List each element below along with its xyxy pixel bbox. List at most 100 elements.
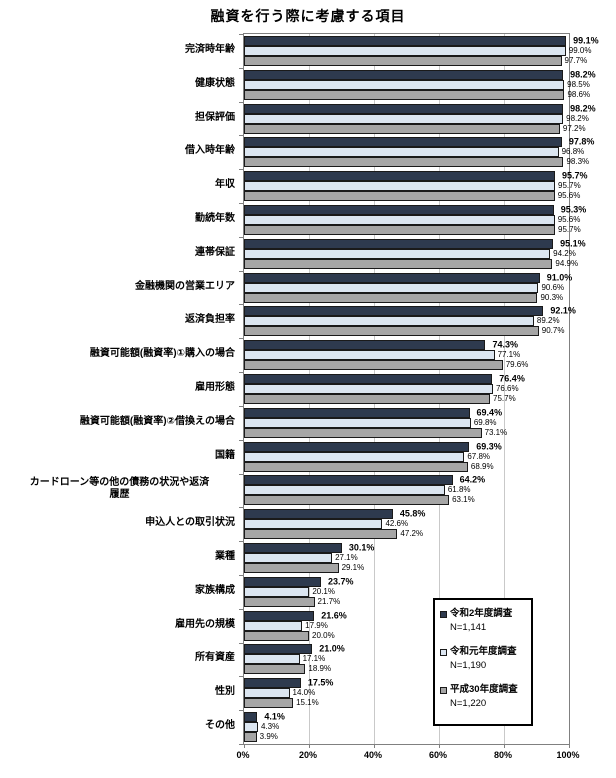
x-tick-label: 0%: [236, 750, 250, 760]
bar: [244, 620, 303, 631]
bar-value-label: 29.1%: [341, 563, 365, 573]
y-tick-mark: [239, 67, 243, 69]
bar: [244, 394, 491, 404]
bar-value-label: 63.1%: [452, 495, 475, 505]
bar-value-label: 97.7%: [564, 55, 588, 65]
bar-value-label: 98.2%: [566, 113, 589, 123]
bar: [244, 509, 393, 520]
y-tick-mark: [239, 203, 243, 205]
bar-value-label: 95.7%: [558, 181, 581, 191]
bar-value-label: 21.0%: [319, 643, 345, 654]
bar: [244, 191, 555, 202]
bar-value-label: 30.1%: [348, 542, 375, 553]
bar: [244, 79, 565, 90]
legend-item: 平成30年度調査 N=1,220: [440, 683, 527, 711]
x-tick-mark: [244, 744, 245, 748]
bar-value-label: 94.2%: [553, 248, 576, 258]
bar: [244, 586, 310, 597]
legend-label: 平成30年度調査: [450, 684, 518, 695]
bar: [244, 55, 562, 66]
chart-title: 融資を行う際に考慮する項目: [210, 8, 406, 24]
legend-entry-name-row: 令和2年度調査: [440, 607, 527, 621]
bar: [244, 350, 495, 361]
y-tick-mark: [239, 439, 243, 441]
category-label: 健康状態: [195, 77, 235, 89]
bar-value-label: 90.3%: [540, 292, 564, 302]
bar: [244, 417, 471, 428]
y-tick-mark: [239, 473, 243, 475]
bar-value-label: 61.8%: [447, 485, 471, 495]
bar-value-label: 95.6%: [557, 214, 581, 224]
bar-value-label: 14.0%: [292, 688, 316, 698]
category-label: 性別: [215, 686, 235, 698]
bar: [244, 630, 309, 641]
bar-value-label: 21.7%: [317, 596, 341, 606]
bar-value-label: 79.6%: [505, 360, 529, 370]
bar: [244, 113, 564, 124]
bar-value-label: 99.1%: [573, 35, 599, 46]
bar-value-label: 4.1%: [264, 711, 285, 722]
bar-value-label: 95.6%: [557, 191, 581, 201]
category-axis: 完済時年齢 健康状態 担保評価 借入時年齢 年収 勤続年数 連帯保証 金融機関の営業エリア 返済…: [0, 33, 237, 743]
bar: [244, 238, 554, 249]
bar-value-label: 98.6%: [567, 89, 591, 99]
legend-item: 令和2年度調査 N=1,141: [440, 607, 527, 635]
bar-value-label: 97.2%: [562, 123, 586, 133]
bar: [244, 461, 468, 472]
bar-value-label: 95.7%: [558, 224, 581, 234]
bar: [244, 272, 540, 283]
x-tick-mark: [309, 744, 310, 748]
legend-item: 令和元年度調査 N=1,190: [440, 645, 527, 673]
x-tick-mark: [504, 744, 505, 748]
bar-value-label: 21.6%: [321, 610, 347, 621]
y-tick-mark: [239, 608, 243, 610]
bar-value-label: 23.7%: [328, 576, 354, 587]
x-tick-label: 100%: [556, 750, 580, 760]
bar-value-label: 69.3%: [476, 441, 502, 452]
bar: [244, 316, 534, 327]
x-tick-label: 20%: [298, 750, 318, 760]
bar: [244, 258, 553, 269]
bar-value-label: 95.1%: [560, 238, 586, 249]
bar-value-label: 15.1%: [296, 698, 319, 708]
category-label: 雇用先の規模: [175, 618, 235, 630]
bar: [244, 214, 555, 225]
legend-sample-size: N=1,190: [450, 660, 487, 671]
y-tick-mark: [239, 135, 243, 137]
bar: [244, 654, 300, 665]
x-axis: 0% 20% 40% 60% 80% 100%: [0, 750, 616, 764]
bar-value-label: 98.2%: [570, 69, 596, 80]
bar-value-label: 47.2%: [400, 529, 424, 539]
x-tick-mark: [569, 744, 570, 748]
bar-value-label: 17.5%: [307, 677, 334, 688]
bar-value-label: 18.9%: [308, 664, 332, 674]
bar: [244, 529, 398, 540]
plot-area: 99.1% 99.0% 97.7% 98.2% 98.5% 98.6% 98.2% 98.2%…: [239, 33, 599, 748]
bar-value-label: 42.6%: [385, 519, 409, 529]
y-tick-mark: [239, 710, 243, 712]
bar-value-label: 95.7%: [562, 170, 588, 181]
bar: [244, 698, 294, 709]
bar: [244, 441, 470, 452]
bar-value-label: 99.0%: [568, 45, 592, 55]
bar: [244, 204, 554, 215]
bar: [244, 292, 538, 303]
y-tick-mark: [239, 338, 243, 340]
bar: [244, 664, 306, 675]
bar-value-label: 98.3%: [566, 157, 590, 167]
bar: [244, 427, 482, 438]
bar-value-label: 64.2%: [459, 474, 486, 485]
bar: [244, 451, 465, 462]
y-tick-mark: [239, 270, 243, 272]
y-tick-mark: [239, 507, 243, 509]
bar: [244, 340, 486, 351]
y-tick-mark: [239, 34, 243, 35]
bar: [244, 181, 556, 192]
y-tick-mark: [239, 541, 243, 543]
bar-value-label: 17.9%: [305, 620, 328, 630]
category-label: 家族構成: [195, 584, 235, 596]
bar-value-label: 91.0%: [546, 272, 573, 283]
bar-value-label: 67.8%: [467, 451, 491, 461]
bar: [244, 475, 453, 486]
x-tick-mark: [374, 744, 375, 748]
